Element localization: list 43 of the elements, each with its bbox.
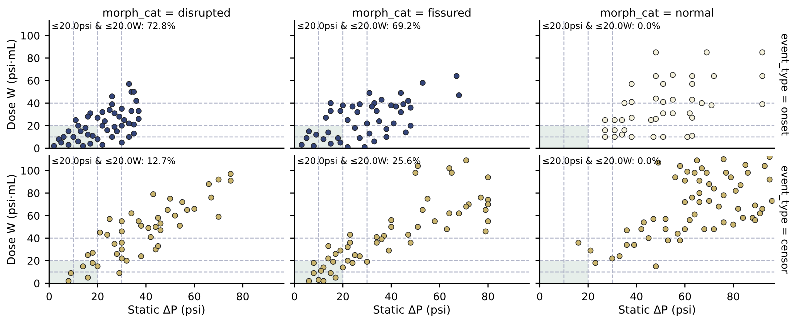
chart-title: morph_cat = disrupted xyxy=(104,8,230,20)
annotation: ≤20.0psi & ≤20.0W: 25.6% xyxy=(298,157,421,166)
x-tick-label: 0 xyxy=(46,292,52,301)
y-tick-label: 20 xyxy=(28,257,40,266)
y-tick-label: 0 xyxy=(34,280,40,288)
x-tick-label: 40 xyxy=(385,292,398,301)
x-tick-label: 20 xyxy=(337,292,350,301)
y-tick-label: 80 xyxy=(28,190,40,198)
y-tick-label: 40 xyxy=(28,234,40,243)
x-tick-label: 0 xyxy=(292,292,298,301)
x-tick-label: 80 xyxy=(728,292,740,301)
chart-title: morph_cat = fissured xyxy=(353,8,471,20)
y-axis-title: Dose W (psi·mL) xyxy=(6,40,18,130)
x-tick-label: 60 xyxy=(188,292,201,301)
text: event_type = censor xyxy=(779,166,790,274)
y-tick-label: 20 xyxy=(28,122,40,130)
annotation: ≤20.0psi & ≤20.0W: 0.0% xyxy=(543,22,660,32)
annotation: ≤20.0psi & ≤20.0W: 0.0% xyxy=(543,157,660,166)
chart-title: morph_cat = normal xyxy=(601,8,714,20)
annotation: ≤20.0psi & ≤20.0W: 69.2% xyxy=(298,22,421,32)
x-tick-label: 20 xyxy=(92,292,104,301)
x-tick-label: 20 xyxy=(582,292,594,301)
x-tick-label: 60 xyxy=(434,292,446,301)
x-tick-label: 40 xyxy=(630,292,643,301)
annotation: ≤20.0psi & ≤20.0W: 72.8% xyxy=(52,22,176,32)
y-tick-label: 0 xyxy=(34,144,40,153)
y-tick-label: 80 xyxy=(28,54,40,62)
x-tick-label: 80 xyxy=(237,292,249,301)
x-axis-title: Static ΔP (psi) xyxy=(128,305,205,316)
y-tick-label: 100 xyxy=(22,32,40,40)
x-axis-title: Static ΔP (psi) xyxy=(619,305,696,316)
x-tick-label: 40 xyxy=(140,292,152,301)
y-axis-title: Dose W (psi·mL) xyxy=(6,175,18,264)
annotation: ≤20.0psi & ≤20.0W: 12.7% xyxy=(52,157,176,166)
x-tick-label: 60 xyxy=(679,292,692,301)
y-tick-label: 40 xyxy=(28,100,40,108)
text: event_type = onset xyxy=(779,34,790,136)
x-tick-label: 0 xyxy=(537,292,543,301)
x-tick-label: 80 xyxy=(482,292,494,301)
y-tick-label: 60 xyxy=(28,212,40,220)
y-tick-label: 60 xyxy=(28,77,40,85)
x-axis-title: Static ΔP (psi) xyxy=(374,305,450,316)
y-tick-label: 100 xyxy=(22,166,40,175)
